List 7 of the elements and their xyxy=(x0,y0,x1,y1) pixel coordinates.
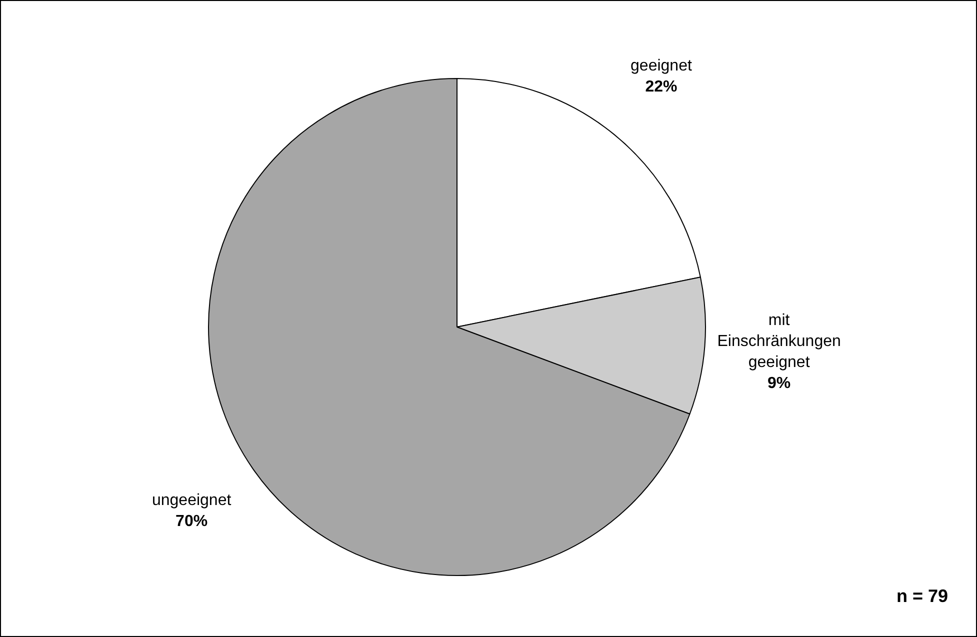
data-label: 70% xyxy=(176,513,208,530)
slice-label: mit Einschränkungen geeignet xyxy=(717,312,841,371)
slice-label: ungeeignet xyxy=(152,492,232,510)
data-label: 22% xyxy=(645,78,678,96)
slice-label: geeignet xyxy=(630,58,692,75)
text: n = 79 xyxy=(896,586,948,606)
data-label: 9% xyxy=(768,375,791,392)
